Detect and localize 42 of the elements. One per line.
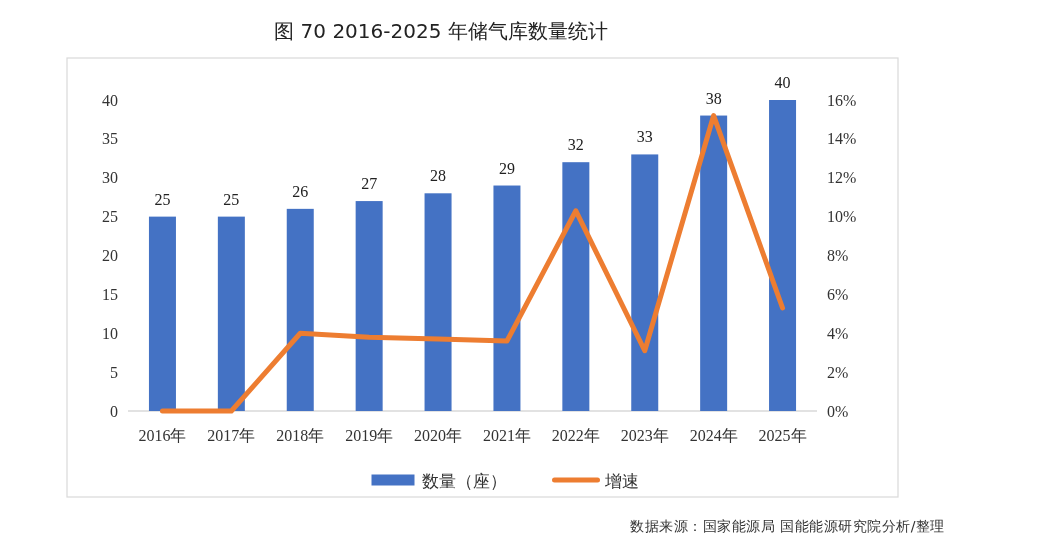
y2-tick-label: 2% (827, 363, 849, 381)
x-tick-label: 2022年 (551, 427, 600, 444)
title: 图 70 2016-2025 年储气库数量统计 (274, 19, 608, 43)
legend-label: 增速 (604, 470, 639, 491)
y2-tick-label: 12% (827, 169, 857, 187)
x-tick-label: 2023年 (620, 427, 669, 444)
x-tick-label: 2020年 (414, 427, 463, 444)
y-tick-label: 0 (110, 402, 118, 420)
y-tick-label: 5 (110, 363, 118, 381)
data-label: 25 (223, 190, 240, 208)
annotation: 数据来源：国家能源局 国能能源研究院分析/整理 (630, 518, 945, 534)
y2-tick-label: 16% (827, 91, 857, 109)
x-tick-label: 2019年 (345, 427, 394, 444)
data-label: 32 (567, 136, 584, 154)
x-tick-label: 2017年 (207, 427, 256, 444)
y2-tick-label: 8% (827, 247, 849, 264)
data-label: 29 (498, 159, 515, 177)
data-label: 38 (705, 89, 722, 107)
y-tick-label: 15 (102, 285, 118, 303)
data-label: 28 (430, 167, 447, 185)
legend-label: 数量（座） (421, 470, 507, 491)
data-label: 33 (636, 128, 653, 146)
y2-tick-label: 0% (827, 402, 849, 420)
y-tick-label: 20 (102, 247, 118, 264)
data-label: 40 (774, 74, 791, 91)
y2-tick-label: 4% (827, 324, 849, 342)
x-tick-label: 2021年 (482, 427, 531, 444)
x-tick-label: 2016年 (138, 427, 187, 444)
y-tick-label: 30 (102, 169, 118, 187)
data-label: 26 (292, 182, 309, 200)
y-tick-label: 40 (102, 91, 118, 109)
y-tick-label: 10 (102, 324, 118, 342)
y2-tick-label: 14% (827, 130, 857, 148)
x-tick-label: 2024年 (689, 427, 738, 444)
data-label: 27 (361, 175, 378, 193)
data-label: 25 (154, 190, 171, 208)
y-tick-label: 25 (102, 208, 118, 226)
x-tick-label: 2025年 (758, 427, 807, 444)
x-tick-label: 2018年 (276, 427, 325, 444)
y2-tick-label: 6% (827, 285, 849, 303)
y-tick-label: 35 (102, 130, 118, 148)
y2-tick-label: 10% (827, 208, 857, 226)
